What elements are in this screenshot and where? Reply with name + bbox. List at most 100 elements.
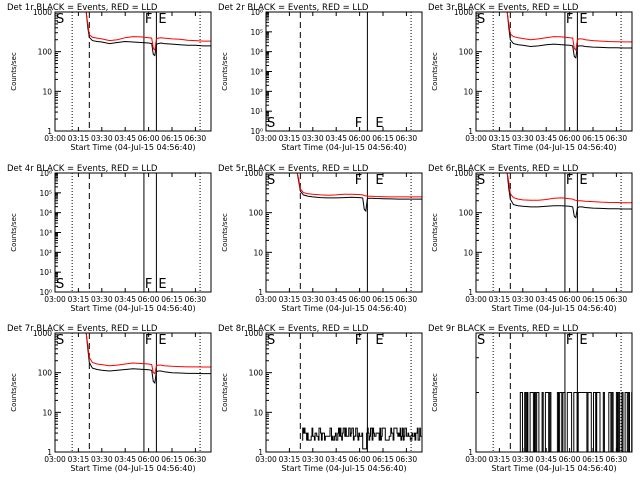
x-tick-label: 06:30	[185, 455, 207, 464]
y-tick-label: 1	[258, 288, 263, 297]
panel-title: Det 8r BLACK = Events, RED = LLD	[218, 324, 369, 334]
x-tick-label: 03:45	[325, 295, 347, 304]
y-tick-label: 10	[253, 408, 263, 417]
x-tick-label: 06:15	[161, 295, 183, 304]
x-tick-label: 03:45	[114, 134, 136, 143]
marker-s-label: S	[56, 277, 64, 292]
y-tick-label: 1	[258, 448, 263, 457]
x-tick-label: 03:15	[279, 295, 301, 304]
series-lld-line	[85, 333, 211, 375]
axes-frame	[265, 332, 423, 453]
series-events-line	[85, 333, 211, 385]
y-tick-label: 10³	[250, 68, 263, 77]
marker-e-label: E	[158, 277, 166, 292]
series-events-line	[85, 12, 211, 57]
panel-det-2r: Det 2r BLACK = Events, RED = LLD 03:00 03:…	[218, 3, 423, 152]
y-tick-label: 1000	[33, 329, 52, 338]
plot-area	[492, 333, 632, 452]
y-tick-label: 10	[253, 248, 263, 257]
x-tick-label: 03:00	[465, 295, 487, 304]
marker-e-label: E	[375, 173, 383, 188]
x-axis-label: Start Time (04-Jul-15 04:56:40)	[281, 143, 406, 152]
marker-s-label: S	[477, 173, 485, 188]
y-tick-label: 1	[47, 448, 52, 457]
y-axis-label: Counts/sec	[221, 373, 229, 412]
y-tick-label: 10³	[39, 229, 52, 238]
panel-det-8r: Det 8r BLACK = Events, RED = LLD 03:00 03:…	[218, 324, 423, 473]
x-tick-label: 06:30	[396, 134, 418, 143]
marker-s-label: S	[267, 333, 275, 348]
x-tick-label: 03:45	[325, 134, 347, 143]
x-tick-label: 06:00	[559, 134, 581, 143]
x-tick-label: 03:45	[535, 455, 557, 464]
panel-title: Det 1r BLACK = Events, RED = LLD	[7, 3, 158, 13]
x-tick-label: 06:15	[372, 455, 394, 464]
panel-title: Det 2r BLACK = Events, RED = LLD	[218, 3, 369, 13]
x-tick-label: 06:00	[138, 455, 160, 464]
x-tick-label: 06:30	[606, 455, 628, 464]
x-tick-label: 06:30	[396, 295, 418, 304]
x-tick-label: 03:15	[489, 295, 511, 304]
panel-det-1r: Det 1r BLACK = Events, RED = LLD 03:00 03:…	[7, 3, 212, 152]
axes-frame	[54, 332, 212, 453]
panel-title: Det 9r BLACK = Events, RED = LLD	[428, 324, 579, 334]
marker-e-label: E	[375, 333, 383, 348]
x-tick-label: 03:15	[489, 455, 511, 464]
y-tick-label: 1000	[454, 169, 473, 178]
y-axis-label: Counts/sec	[431, 373, 439, 412]
panel-title: Det 4r BLACK = Events, RED = LLD	[7, 164, 158, 174]
y-tick-label: 10⁰	[39, 288, 52, 297]
x-tick-label: 03:00	[44, 134, 66, 143]
y-tick-label: 100	[38, 48, 53, 57]
x-axis-label: Start Time (04-Jul-15 04:56:40)	[281, 464, 406, 473]
marker-e-label: E	[375, 116, 383, 131]
y-tick-label: 10⁶	[39, 169, 52, 178]
y-tick-label: 1000	[244, 329, 263, 338]
panel-det-4r: Det 4r BLACK = Events, RED = LLD 03:00 03:…	[7, 164, 212, 313]
panel-det-3r: Det 3r BLACK = Events, RED = LLD 03:00 03:…	[428, 3, 633, 152]
y-tick-label: 100	[459, 48, 474, 57]
x-tick-label: 03:00	[465, 134, 487, 143]
marker-s-label: S	[56, 12, 64, 27]
plot-area	[492, 173, 632, 292]
x-tick-label: 03:45	[114, 295, 136, 304]
y-tick-label: 10	[463, 248, 473, 257]
marker-f-label: F	[145, 12, 152, 27]
x-tick-label: 03:45	[114, 455, 136, 464]
x-tick-label: 03:00	[465, 455, 487, 464]
x-tick-label: 03:45	[325, 455, 347, 464]
y-axis-label: Counts/sec	[221, 213, 229, 252]
x-tick-label: 03:30	[512, 295, 534, 304]
series-lld-line	[296, 173, 422, 198]
axes-frame	[265, 172, 423, 293]
x-tick-label: 03:00	[255, 295, 277, 304]
x-tick-label: 03:00	[255, 134, 277, 143]
y-tick-label: 1	[468, 448, 473, 457]
x-tick-label: 06:00	[138, 134, 160, 143]
x-tick-label: 03:30	[512, 134, 534, 143]
y-tick-label: 1	[47, 127, 52, 136]
x-tick-label: 06:00	[349, 295, 371, 304]
series-events-line	[506, 173, 632, 219]
y-tick-label: 10	[463, 87, 473, 96]
x-tick-label: 03:00	[44, 295, 66, 304]
axes-frame	[54, 11, 212, 132]
panel-title: Det 3r BLACK = Events, RED = LLD	[428, 3, 579, 13]
marker-f-label: F	[566, 173, 573, 188]
marker-f-label: F	[355, 173, 362, 188]
plot-area	[71, 333, 211, 452]
x-tick-label: 03:00	[255, 455, 277, 464]
x-tick-label: 03:45	[535, 295, 557, 304]
panel-title: Det 7r BLACK = Events, RED = LLD	[7, 324, 158, 334]
y-tick-label: 1000	[244, 169, 263, 178]
x-tick-label: 06:00	[349, 455, 371, 464]
x-tick-label: 06:15	[582, 295, 604, 304]
y-tick-label: 1	[468, 127, 473, 136]
y-tick-label: 100	[249, 209, 264, 218]
y-tick-label: 10²	[39, 248, 52, 257]
